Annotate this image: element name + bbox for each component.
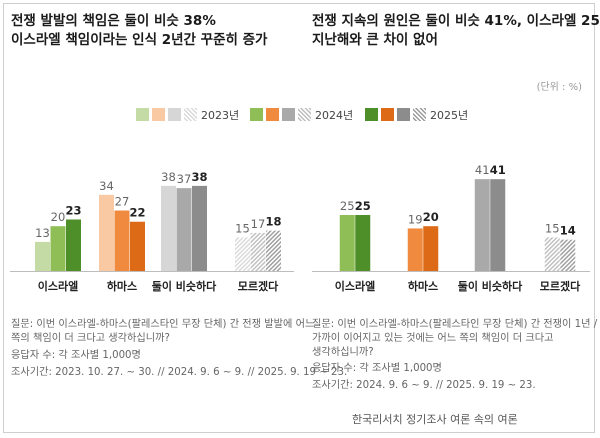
right-note-respondents: 응답자 수: 각 조사별 1,000명 (312, 363, 442, 374)
data-label-hamas-2023: 34 (99, 179, 114, 193)
data-label-dont-know-2023: 15 (235, 221, 250, 235)
legend-swatch-israel-2024 (250, 108, 263, 121)
data-label-both-similar-2024: 37 (177, 172, 192, 186)
legend-swatch-hamas-2023 (152, 108, 165, 121)
left-note-period: 조사기간: 2023. 10. 27. ~ 30. // 2024. 9. 6 … (11, 367, 348, 378)
data-label-hamas-2024: 27 (115, 195, 130, 209)
data-label-hamas-2024: 19 (408, 212, 423, 226)
legend-swatch-israel-2025 (365, 108, 378, 121)
bar-dont-know-2025 (266, 230, 281, 271)
right-headline: 전쟁 지속의 원인은 둘이 비슷 41%, 이스라엘 25% 지난해와 큰 차이… (312, 12, 600, 50)
bar-hamas-2025 (130, 221, 145, 271)
left-headline: 전쟁 발발의 책임은 둘이 비슷 38% 이스라엘 책임이라는 인식 2년간 꾸… (11, 12, 267, 50)
chart-legend: 2023년 2024년 2025년 (0, 104, 600, 124)
right-note-period: 조사기간: 2024. 9. 6 ~ 9. // 2025. 9. 19 ~ 2… (312, 380, 536, 391)
right-note-question-line-3: 생각하십니까? (312, 347, 374, 358)
bar-both-similar-2024 (474, 179, 490, 271)
bar-hamas-2025 (423, 226, 439, 271)
data-label-both-similar-2023: 38 (161, 170, 176, 184)
data-label-both-similar-2025: 41 (490, 163, 506, 177)
chart-war-continuation-cause: 25 25 이스라엘 19 20 하마스 41 41 둘이 비슷하다 15 14 모르겠다 (312, 163, 590, 293)
data-label-both-similar-2024: 41 (475, 163, 490, 177)
source-credit: 한국리서치 정기조사 여론 속의 여론 (352, 413, 518, 426)
data-label-israel-2024: 25 (340, 199, 355, 213)
legend-label-2025: 2025년 (430, 109, 469, 122)
legend-swatch-similar-2025 (397, 108, 410, 121)
data-label-dont-know-2025: 18 (265, 215, 281, 229)
left-note-respondents: 응답자 수: 각 조사별 1,000명 (11, 350, 141, 361)
legend-swatch-similar-2023 (168, 108, 181, 121)
bar-israel-2025 (355, 215, 371, 271)
left-note-question-line-2: 쪽의 책임이 더 크다고 생각하십니까? (11, 333, 170, 344)
category-label-both-similar: 둘이 비슷하다 (458, 279, 523, 293)
data-label-hamas-2025: 22 (129, 206, 145, 220)
left-headline-line-2: 이스라엘 책임이라는 인식 2년간 꾸준히 증가 (11, 32, 268, 48)
bar-dont-know-2023 (235, 237, 250, 271)
bar-both-similar-2025 (192, 185, 207, 271)
bar-dont-know-2024 (250, 232, 266, 271)
data-label-israel-2023: 13 (35, 226, 50, 240)
data-label-dont-know-2024: 17 (251, 217, 266, 231)
category-label-israel: 이스라엘 (335, 279, 375, 293)
bar-dont-know-2025 (560, 239, 576, 271)
legend-swatch-unknown-2024 (298, 108, 311, 121)
left-note-question-line-1: 질문: 이번 이스라엘-하마스(팔레스타인 무장 단체) 간 전쟁 발발에 어느 (11, 319, 315, 330)
legend-swatch-similar-2024 (282, 108, 295, 121)
bar-both-similar-2025 (490, 179, 506, 271)
category-label-hamas: 하마스 (408, 279, 438, 293)
bar-dont-know-2024 (544, 237, 560, 271)
bar-hamas-2024 (407, 228, 423, 271)
bar-israel-2025 (66, 219, 81, 271)
unit-label: (단위 : %) (536, 82, 582, 93)
legend-label-2023: 2023년 (201, 109, 240, 122)
category-label-both-similar: 둘이 비슷하다 (152, 279, 217, 293)
category-label-dont-know: 모르겠다 (540, 279, 581, 293)
bar-both-similar-2023 (161, 185, 176, 271)
legend-swatch-hamas-2025 (381, 108, 394, 121)
legend-label-2024: 2024년 (315, 109, 354, 122)
data-label-israel-2024: 20 (51, 210, 66, 224)
legend-swatch-israel-2023 (136, 108, 149, 121)
figure-frame (3, 3, 595, 433)
bar-israel-2024 (50, 226, 66, 271)
legend-swatch-unknown-2025 (413, 108, 426, 121)
data-label-israel-2025: 25 (355, 199, 371, 213)
data-label-dont-know-2025: 14 (560, 224, 576, 238)
bar-hamas-2024 (114, 210, 130, 271)
category-label-dont-know: 모르겠다 (238, 279, 279, 293)
right-headline-line-2: 지난해와 큰 차이 없어 (312, 32, 438, 48)
data-label-dont-know-2024: 15 (545, 221, 560, 235)
bar-israel-2024 (339, 215, 355, 271)
category-label-hamas: 하마스 (107, 279, 137, 293)
bar-israel-2023 (35, 241, 50, 271)
data-label-israel-2025: 23 (65, 203, 81, 217)
bar-hamas-2023 (99, 194, 114, 271)
left-headline-line-1: 전쟁 발발의 책임은 둘이 비슷 38% (11, 13, 216, 29)
data-label-hamas-2025: 20 (423, 210, 439, 224)
right-note-question-line-1: 질문: 이번 이스라엘-하마스(팔레스타인 무장 단체) 간 전쟁이 1년 / … (312, 319, 600, 330)
category-label-israel: 이스라엘 (38, 279, 78, 293)
data-label-both-similar-2025: 38 (191, 170, 207, 184)
bar-both-similar-2024 (176, 188, 192, 271)
legend-swatch-hamas-2024 (266, 108, 279, 121)
right-note-question-line-2: 가까이 이어지고 있는 것에는 어느 쪽의 책임이 더 크다고 (312, 333, 554, 344)
right-headline-line-1: 전쟁 지속의 원인은 둘이 비슷 41%, 이스라엘 25% (312, 13, 600, 29)
legend-swatch-unknown-2023 (184, 108, 197, 121)
